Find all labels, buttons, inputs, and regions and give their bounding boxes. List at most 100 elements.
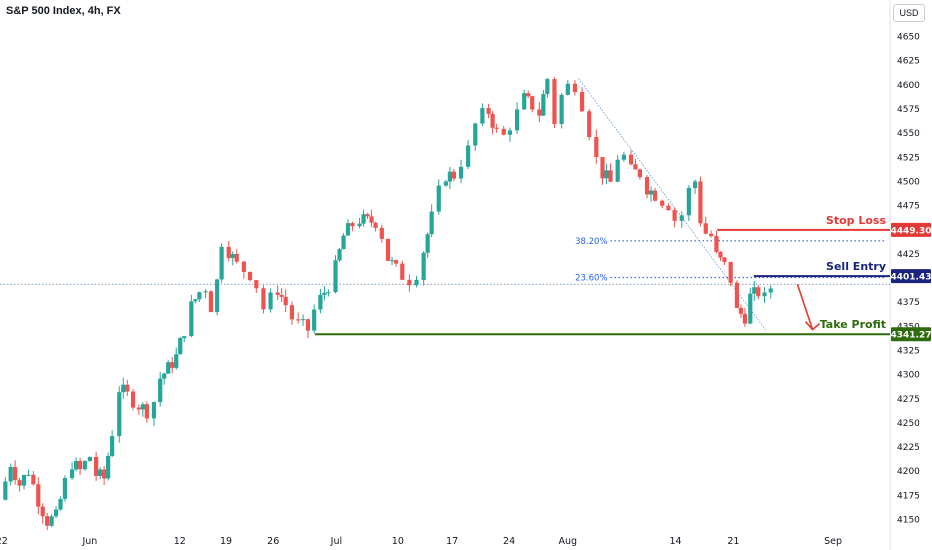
x-tick-label: 19 — [220, 536, 232, 547]
candle — [480, 108, 485, 124]
candle — [652, 190, 658, 201]
y-tick-label: 4275 — [897, 395, 920, 405]
candle — [31, 474, 36, 485]
x-tick-label: 22 — [0, 536, 8, 547]
candle — [490, 113, 495, 128]
candle — [756, 287, 761, 297]
candle — [714, 236, 719, 252]
candle — [247, 271, 253, 281]
candle — [170, 362, 175, 368]
candle — [686, 187, 691, 216]
x-tick-label: 26 — [267, 536, 279, 547]
candle — [579, 92, 585, 112]
candle — [158, 378, 163, 403]
candle — [738, 307, 744, 314]
candle — [501, 128, 506, 135]
candle — [58, 498, 63, 510]
currency-button[interactable]: USD — [893, 4, 925, 22]
y-tick-label: 4500 — [897, 177, 920, 187]
candle — [345, 223, 351, 236]
candle — [268, 292, 273, 310]
candle — [400, 263, 405, 280]
candle — [305, 319, 311, 331]
candle — [494, 127, 499, 129]
level-price-label: 4449.30 — [891, 226, 932, 236]
candle — [193, 299, 198, 302]
candle — [322, 292, 327, 295]
candle — [530, 96, 535, 110]
candle — [379, 227, 384, 239]
candle — [648, 190, 654, 195]
candle — [615, 159, 620, 182]
candle — [718, 251, 723, 258]
x-tick-label: 17 — [446, 536, 458, 547]
candle — [752, 287, 757, 294]
candle — [326, 292, 331, 294]
candle — [552, 79, 557, 124]
level-name-stop-loss: Stop Loss — [826, 214, 887, 227]
level-price-badge — [891, 327, 931, 342]
candle — [151, 402, 157, 419]
fib-level-label: 38.20% — [575, 237, 607, 247]
candle — [296, 319, 301, 321]
y-tick-label: 4475 — [897, 202, 920, 212]
candle — [514, 109, 520, 131]
y-tick-label: 4550 — [897, 129, 920, 139]
candle — [21, 475, 27, 486]
y-tick-label: 4650 — [897, 33, 920, 43]
candle — [69, 469, 75, 479]
y-tick-label: 4250 — [897, 419, 920, 429]
y-tick-label: 4225 — [897, 443, 920, 453]
chart-title: S&P 500 Index, 4h, FX — [6, 5, 121, 17]
candle — [734, 282, 740, 308]
candle — [389, 260, 395, 262]
candle — [226, 246, 231, 259]
candle — [633, 164, 638, 170]
y-tick-label: 4325 — [897, 346, 920, 356]
candle — [136, 407, 141, 410]
candle — [73, 460, 79, 470]
candle — [215, 279, 220, 313]
candle — [94, 456, 99, 476]
candle — [608, 170, 613, 182]
candle — [337, 249, 342, 261]
candle — [208, 291, 214, 313]
candle — [604, 170, 609, 179]
candle — [443, 181, 448, 186]
candle — [703, 223, 708, 234]
candle — [628, 154, 634, 165]
candle — [507, 130, 513, 135]
candle — [117, 392, 122, 437]
y-tick-label: 4150 — [897, 516, 920, 526]
candle — [49, 516, 54, 526]
candle — [679, 215, 684, 221]
x-tick-label: Sep — [824, 536, 842, 547]
level-price-label: 4341.27 — [891, 331, 932, 341]
candle — [473, 123, 478, 146]
candle — [26, 474, 31, 476]
candle — [62, 478, 68, 499]
candle — [587, 111, 592, 138]
candle — [279, 294, 284, 297]
x-tick-label: Jul — [330, 536, 342, 547]
candle — [197, 292, 202, 300]
candle — [125, 384, 130, 392]
candle — [728, 261, 733, 283]
candle — [709, 233, 714, 237]
candle — [637, 169, 643, 178]
candle — [425, 234, 430, 253]
y-tick-label: 4525 — [897, 153, 920, 163]
x-tick-label: 21 — [727, 536, 739, 547]
candle — [140, 404, 145, 410]
candle — [393, 260, 399, 264]
x-tick-label: Jun — [81, 536, 97, 547]
candle — [357, 223, 362, 227]
candle — [565, 83, 570, 95]
candle — [261, 288, 266, 310]
y-tick-label: 4175 — [897, 491, 920, 501]
x-tick-label: 12 — [174, 536, 186, 547]
candle — [45, 516, 50, 526]
candle — [545, 79, 550, 95]
fib-trendline — [578, 78, 766, 330]
